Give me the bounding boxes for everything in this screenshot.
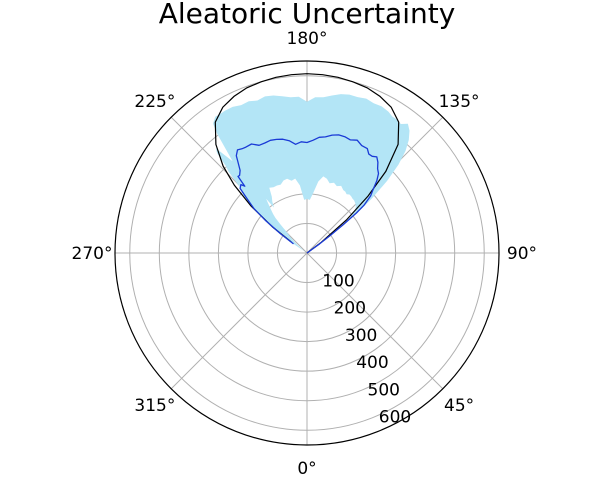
- radial-tick-label: 500: [368, 380, 400, 400]
- radial-tick-label: 400: [356, 353, 388, 373]
- outer-curve-line: [214, 73, 400, 254]
- mean-line: [235, 134, 380, 254]
- outer-curve: [214, 73, 400, 254]
- chart-title: Aleatoric Uncertainty: [159, 0, 456, 30]
- radial-tick-label: 200: [334, 299, 366, 319]
- angular-tick-label: 0°: [297, 459, 316, 479]
- angular-tick-labels: 0° 45° 90° 135° 180° 225° 270° 315°: [72, 29, 538, 479]
- angular-tick-label: 270°: [72, 244, 113, 264]
- angular-tick-label: 45°: [444, 396, 474, 416]
- angular-tick-label: 135°: [439, 92, 480, 112]
- radial-tick-label: 300: [345, 326, 377, 346]
- angular-tick-label: 90°: [507, 244, 537, 264]
- polar-frame: [114, 60, 500, 446]
- angular-tick-label: 225°: [134, 92, 175, 112]
- angular-tick-label: 315°: [134, 396, 175, 416]
- uncertainty-band: [213, 94, 410, 253]
- angular-gridline-315: [170, 252, 308, 390]
- radial-tick-labels: 100 200 300 400 500 600: [322, 271, 411, 427]
- radial-tick-label: 600: [379, 408, 411, 428]
- radial-tick-label: 100: [322, 271, 354, 291]
- angular-tick-label: 180°: [287, 29, 328, 49]
- band-area: [213, 94, 410, 253]
- outer-frame: [114, 60, 500, 446]
- angular-gridline-45: [306, 252, 444, 390]
- mean-line-path: [235, 134, 380, 254]
